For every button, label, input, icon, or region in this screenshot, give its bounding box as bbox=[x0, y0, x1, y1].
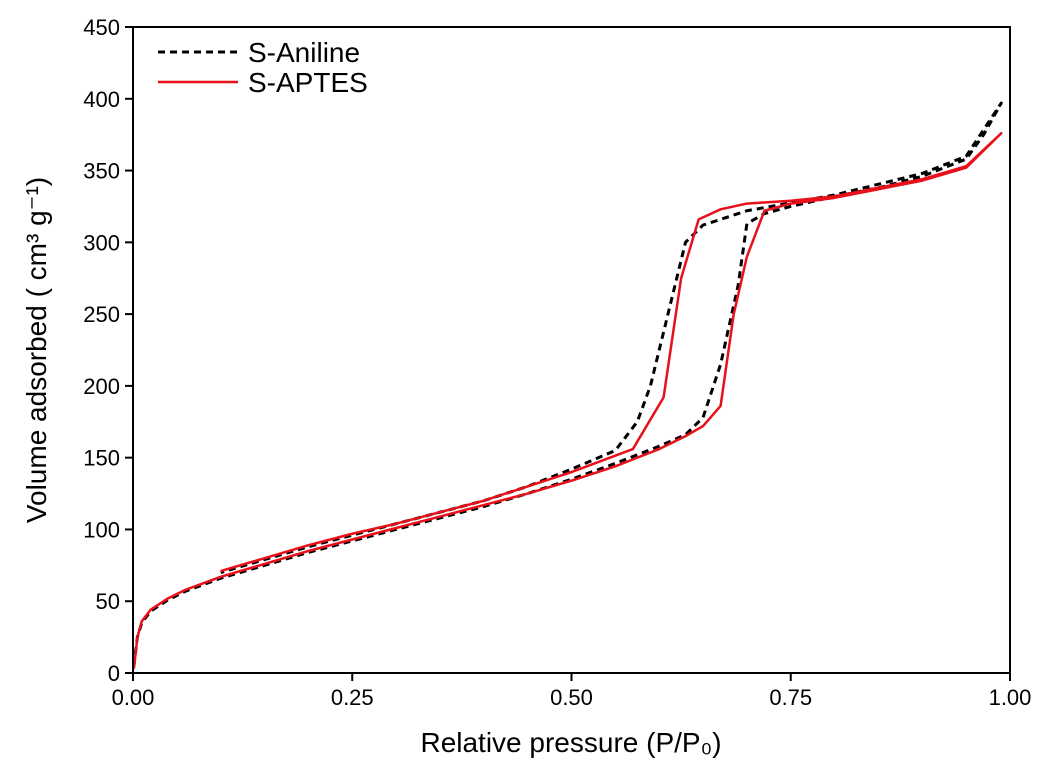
y-tick-label: 50 bbox=[96, 589, 120, 614]
y-tick-label: 300 bbox=[83, 230, 120, 255]
x-tick-label: 0.75 bbox=[769, 685, 812, 710]
legend-label: S-APTES bbox=[248, 67, 368, 98]
y-tick-label: 100 bbox=[83, 517, 120, 542]
plot-frame bbox=[132, 26, 1011, 674]
y-tick-label: 0 bbox=[108, 661, 120, 686]
x-tick-label: 1.00 bbox=[989, 685, 1032, 710]
x-tick-label: 0.00 bbox=[112, 685, 155, 710]
y-tick-label: 250 bbox=[83, 302, 120, 327]
y-tick-label: 200 bbox=[83, 374, 120, 399]
x-tick-label: 0.25 bbox=[331, 685, 374, 710]
x-axis-label: Relative pressure (P/P₀) bbox=[420, 727, 721, 758]
y-axis-label: Volume adsorbed ( cm³ g⁻¹) bbox=[21, 177, 52, 523]
x-tick-label: 0.50 bbox=[550, 685, 593, 710]
y-tick-label: 400 bbox=[83, 87, 120, 112]
y-tick-label: 350 bbox=[83, 159, 120, 184]
series-line bbox=[132, 101, 1003, 667]
y-tick-label: 150 bbox=[83, 446, 120, 471]
series-line bbox=[132, 131, 1003, 669]
y-tick-label: 450 bbox=[83, 15, 120, 40]
legend-label: S-Aniline bbox=[248, 37, 360, 68]
